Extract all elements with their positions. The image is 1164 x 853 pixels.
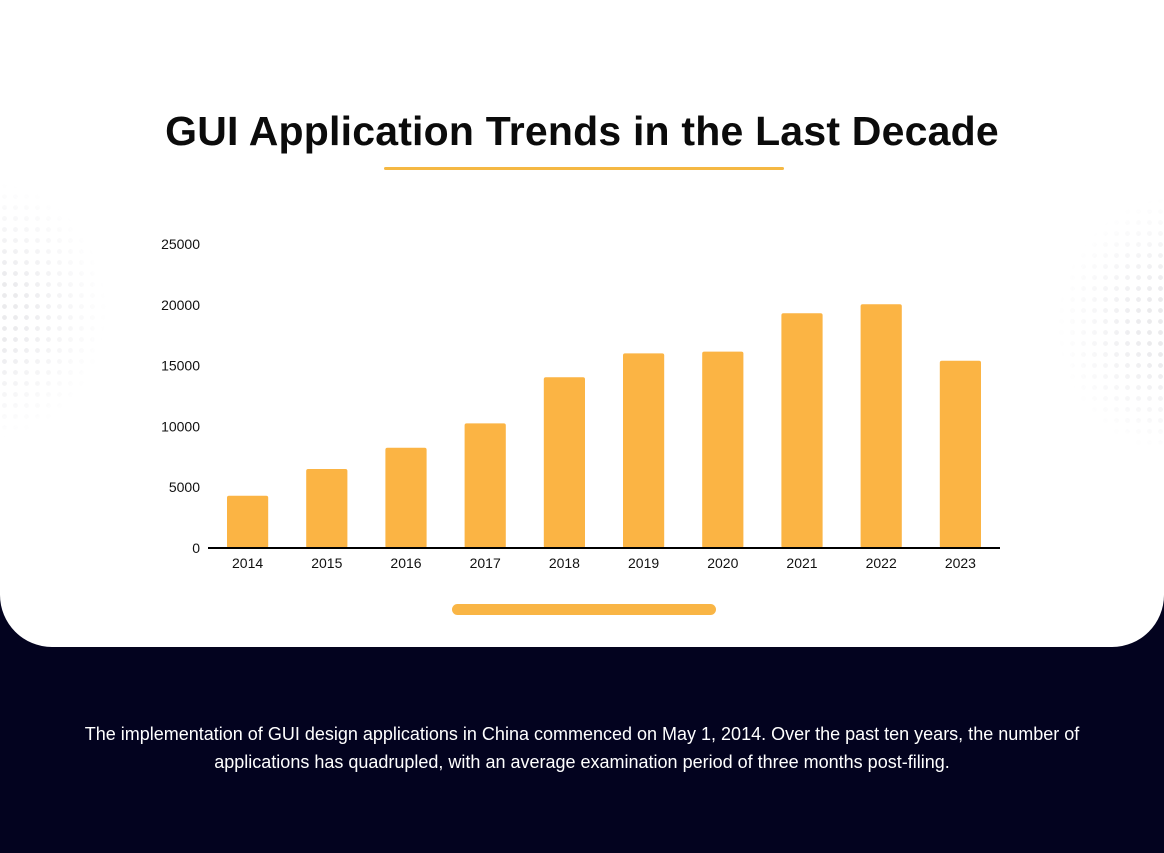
y-tick-label-25000: 25000 <box>161 236 200 252</box>
y-tick-label-20000: 20000 <box>161 297 200 313</box>
x-tick-label-2015: 2015 <box>311 555 342 571</box>
y-tick-label-15000: 15000 <box>161 358 200 374</box>
bar-2020 <box>702 351 744 548</box>
dot-pattern-left <box>0 180 108 440</box>
x-tick-label-2023: 2023 <box>945 555 976 571</box>
x-tick-label-2018: 2018 <box>549 555 580 571</box>
carousel-scroll-indicator[interactable] <box>452 604 716 615</box>
y-tick-label-0: 0 <box>192 540 200 556</box>
chart-caption: The implementation of GUI design applica… <box>84 724 1080 772</box>
bar-2023 <box>939 360 981 548</box>
y-tick-label-5000: 5000 <box>169 479 200 495</box>
bar-2019 <box>623 353 665 548</box>
bar-2017 <box>464 423 506 548</box>
y-tick-label-10000: 10000 <box>161 418 200 434</box>
x-tick-label-2014: 2014 <box>232 555 263 571</box>
x-tick-label-2020: 2020 <box>707 555 738 571</box>
bar-2016 <box>385 447 427 548</box>
dot-pattern-right <box>1056 195 1164 455</box>
x-tick-label-2017: 2017 <box>470 555 501 571</box>
chart-card: GUI Application Trends in the Last Decad… <box>0 0 1164 647</box>
bar-2018 <box>543 377 585 548</box>
bar-2021 <box>781 313 823 548</box>
bar-2014 <box>227 495 269 548</box>
page-title: GUI Application Trends in the Last Decad… <box>165 108 999 154</box>
x-tick-label-2022: 2022 <box>866 555 897 571</box>
x-tick-label-2019: 2019 <box>628 555 659 571</box>
x-tick-label-2016: 2016 <box>390 555 421 571</box>
bar-chart: 2014 2015 2016 2017 2018 2019 2020 2021 2022 2023… <box>161 236 1000 571</box>
title-underline <box>384 167 784 170</box>
x-tick-label-2021: 2021 <box>786 555 817 571</box>
bar-2022 <box>860 304 902 548</box>
bar-2015 <box>306 469 348 548</box>
